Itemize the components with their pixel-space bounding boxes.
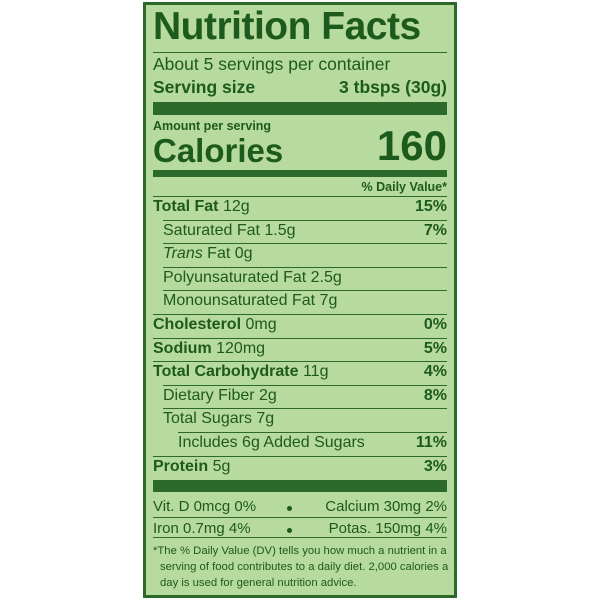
rule — [163, 243, 447, 245]
daily-value: 3% — [423, 457, 447, 475]
daily-value: 15% — [414, 198, 447, 215]
title: Nutrition Facts — [153, 5, 421, 48]
bullet — [287, 506, 292, 511]
nutrient-name-bold: Sodium — [153, 339, 212, 357]
nutrient-amount: 0mg — [245, 316, 277, 333]
calories-value: 160 — [376, 122, 447, 169]
micronutrient: Iron 0.7mg 4% — [153, 519, 251, 537]
thick-bar — [153, 102, 447, 115]
nutrition-label: Nutrition Facts About 5 servings per con… — [143, 2, 457, 598]
nutrient-name: Saturated Fat 1.5g — [163, 222, 296, 240]
nutrient-name-text: Saturated Fat 1.5g — [163, 221, 296, 239]
nutrient-name-text: Fat 0g — [207, 245, 253, 263]
nutrient-amount: 5g — [212, 457, 231, 475]
nutrient-name-text: Includes 6g Added Sugars — [178, 434, 365, 451]
rule — [163, 384, 447, 386]
nutrient-name: Total Carbohydrate 11g — [153, 363, 328, 381]
bullet — [287, 527, 292, 533]
nutrient-name-text: Total Sugars 7g — [163, 410, 275, 428]
medium-bar — [153, 170, 447, 177]
thick-bar — [153, 480, 447, 492]
nutrient-name: Dietary Fiber 2g — [163, 387, 277, 405]
rule — [153, 52, 447, 53]
nutrient-amount: 12g — [222, 198, 250, 215]
rule — [153, 516, 447, 518]
nutrient-name: Polyunsaturated Fat 2.5g — [163, 269, 342, 287]
nutrient-amount: 11g — [302, 363, 329, 381]
nutrient-name: Includes 6g Added Sugars — [178, 434, 365, 452]
rule — [153, 537, 447, 538]
nutrient-name: Total Sugars 7g — [163, 410, 274, 428]
nutrient-name: Sodium 120mg — [153, 340, 265, 358]
nutrient-name: Monounsaturated Fat 7g — [163, 292, 337, 310]
rule — [178, 432, 447, 433]
nutrient-name: Total Fat 12g — [153, 198, 250, 216]
rule — [163, 266, 447, 268]
nutrient-name: Trans Fat 0g — [163, 245, 253, 263]
nutrient-name-bold: Protein — [153, 457, 209, 475]
daily-value: 0% — [423, 316, 447, 333]
serving-size-label: Serving size — [153, 77, 256, 97]
serving-size-value: 3 tbsps (30g) — [339, 77, 447, 97]
rule — [153, 337, 447, 339]
dv-header: % Daily Value* — [361, 180, 447, 194]
nutrient-name: Protein 5g — [153, 458, 230, 476]
nutrient-name-bold: Cholesterol — [153, 316, 242, 333]
footnote: *The % Daily Value (DV) tells you how mu… — [153, 545, 449, 589]
rule — [163, 408, 447, 410]
nutrient-amount: 120mg — [216, 339, 266, 357]
micronutrient: Potas. 150mg 4% — [328, 519, 447, 537]
rule — [163, 219, 447, 221]
rule — [163, 290, 447, 292]
nutrient-name-text: Monounsaturated Fat 7g — [163, 292, 338, 310]
rule — [153, 361, 447, 363]
nutrient-name-bold: Total Carbohydrate — [153, 363, 299, 381]
rule — [153, 196, 447, 197]
daily-value: 11% — [415, 434, 447, 451]
nutrient-name-italic: Trans — [163, 245, 203, 263]
servings: About 5 servings per container — [153, 54, 391, 74]
amount-caption: Amount per serving — [153, 119, 272, 133]
daily-value: 8% — [423, 386, 447, 404]
nutrient-name-bold: Total Fat — [153, 198, 219, 215]
nutrient-name-text: Polyunsaturated Fat 2.5g — [163, 268, 342, 286]
micronutrient: Calcium 30mg 2% — [325, 498, 447, 515]
daily-value: 4% — [423, 363, 447, 381]
nutrient-name-text: Dietary Fiber 2g — [163, 386, 277, 404]
micronutrient: Vit. D 0mcg 0% — [153, 498, 257, 515]
rule — [153, 455, 447, 457]
rule — [153, 314, 447, 315]
daily-value: 7% — [423, 221, 447, 239]
calories-label: Calories — [153, 132, 284, 169]
nutrient-name: Cholesterol 0mg — [153, 316, 277, 334]
daily-value: 5% — [423, 339, 447, 357]
